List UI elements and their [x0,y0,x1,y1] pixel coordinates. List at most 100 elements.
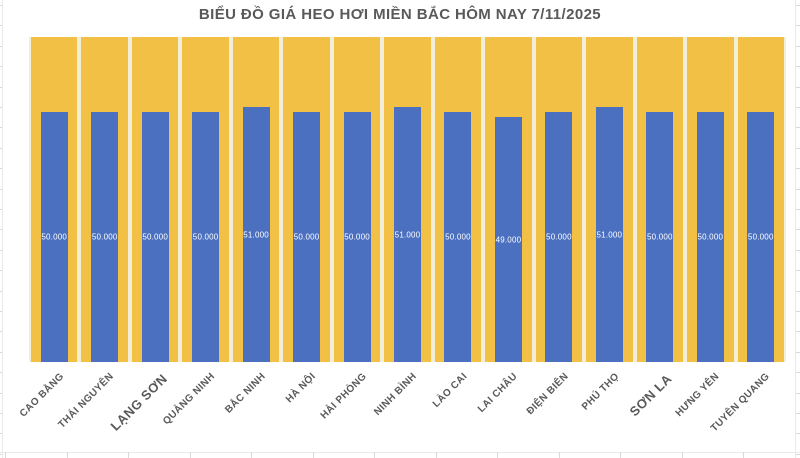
price-bar[interactable]: 50.000 [91,112,119,362]
price-bar[interactable]: 50.000 [545,112,573,362]
spreadsheet-gridline-tick [0,453,2,455]
spreadsheet-gridline-tick [497,452,498,458]
bar-value-label: 50.000 [546,232,572,242]
spreadsheet-gridline-tick [743,452,744,458]
spreadsheet-gridline-tick [0,392,2,394]
spreadsheet-gridline-tick [796,107,800,108]
spreadsheet-gridline-tick [796,351,800,353]
price-bar[interactable]: 50.000 [141,112,169,362]
spreadsheet-gridline-tick [0,331,2,333]
bar-value-label: 51.000 [596,230,623,239]
spreadsheet-gridline-tick [0,25,2,27]
spreadsheet-gridline-tick [796,413,800,414]
spreadsheet-gridline-tick [66,452,68,458]
spreadsheet-gridline-tick [0,229,2,231]
plot-area[interactable]: 50.000 50.000 50.000 50.000 51.000 50.000 50.0… [29,37,786,362]
price-bar[interactable]: 51.000 [242,107,270,362]
spreadsheet-gridline-tick [796,45,800,47]
spreadsheet-gridline-tick [796,188,800,190]
spreadsheet-gridline-tick [0,127,2,129]
bar-value-label: 50.000 [41,232,68,242]
spreadsheet-gridline-tick [796,290,800,292]
bar-value-label: 50.000 [344,232,370,242]
spreadsheet-gridline-tick [0,433,2,435]
category-label: NINH BÌNH [372,371,420,418]
category-label: SƠN LA [626,371,675,420]
chart-title: BIỂU ĐỒ GIÁ HEO HƠI MIỀN BẮC HÔM NAY 7/1… [198,6,602,23]
spreadsheet-gridline-tick [189,452,191,458]
spreadsheet-gridline-tick [796,209,800,210]
price-bar[interactable]: 50.000 [192,112,220,362]
spreadsheet-gridline-tick [0,66,2,68]
spreadsheet-gridline-tick [796,249,800,251]
spreadsheet-gridline-tick [681,452,683,458]
spreadsheet-gridline-tick [796,331,800,333]
bar-value-label: 50.000 [142,232,168,242]
spreadsheet-gridline-tick [0,86,2,88]
spreadsheet-gridline-tick [435,452,437,458]
price-bar[interactable]: 50.000 [696,112,724,362]
price-bar[interactable]: 50.000 [40,112,68,362]
spreadsheet-gridline-tick [0,188,2,190]
spreadsheet-gridline-tick [0,413,2,414]
category-label: HƯNG YÊN [674,371,723,420]
spreadsheet-gridline-tick [620,452,621,458]
price-bar[interactable]: 51.000 [595,107,623,362]
spreadsheet-gridline-tick [0,249,2,251]
price-bar[interactable]: 49.000 [494,117,522,362]
spreadsheet-gridline-tick [796,168,800,170]
spreadsheet-gridline-tick [796,311,800,312]
spreadsheet-gridline-tick [796,270,800,272]
bar-value-label: 50.000 [91,232,118,242]
bar-value-label: 50.000 [445,232,471,242]
spreadsheet-gridline-tick [0,351,2,353]
bar-value-label: 50.000 [293,232,320,242]
spreadsheet-gridline-tick [374,452,375,458]
spreadsheet-gridline-tick [796,453,800,455]
category-label: BẮC NINH [223,371,268,416]
category-label: HÀ NỘI [284,371,319,406]
bar-value-label: 51.000 [394,230,421,239]
spreadsheet-gridline-tick [558,452,560,458]
price-bar[interactable]: 51.000 [394,107,421,362]
bar-value-label: 50.000 [697,232,724,242]
spreadsheet-gridline-tick [796,86,800,88]
spreadsheet-gridline-tick [0,107,2,108]
category-label: ĐIỆN BIÊN [524,371,571,418]
price-bar[interactable]: 50.000 [747,112,775,362]
spreadsheet-gridline-tick [0,209,2,210]
spreadsheet-gridline-bottom [0,452,800,453]
spreadsheet-gridline-tick [796,372,800,374]
price-bar[interactable]: 50.000 [444,112,472,362]
category-label: CAO BẰNG [17,371,67,420]
spreadsheet-gridline-tick [0,168,2,170]
category-label: HẢI PHÒNG [318,371,369,422]
price-bar[interactable]: 50.000 [343,112,371,362]
category-label: PHÚ THỌ [579,371,622,413]
spreadsheet-gridline-tick [0,270,2,272]
category-label: QUẢNG NINH [161,371,218,428]
spreadsheet-gridline-tick [796,5,800,6]
bar-value-label: 51.000 [243,230,269,239]
spreadsheet-gridline-tick [796,147,800,149]
category-label: LÀO CAI [430,371,470,410]
bar-value-label: 49.000 [495,235,522,244]
spreadsheet-gridline-tick [0,45,2,47]
spreadsheet-gridline-tick [312,452,314,458]
spreadsheet-gridline-tick [0,290,2,292]
spreadsheet-gridline-tick [796,433,800,435]
spreadsheet-gridline-tick [128,452,129,458]
spreadsheet-gridline-tick [796,127,800,129]
bar-value-label: 50.000 [192,232,219,242]
price-bar[interactable]: 50.000 [293,112,321,362]
bar-value-label: 50.000 [646,232,673,242]
spreadsheet-gridline-tick [796,392,800,394]
spreadsheet-gridline-tick [796,229,800,231]
spreadsheet-gridline-tick [5,452,6,458]
spreadsheet-gridline-right [795,0,796,458]
spreadsheet-gridline-tick [0,311,2,312]
spreadsheet-gridline-tick [796,66,800,68]
spreadsheet-gridline-tick [0,5,2,6]
price-bar[interactable]: 50.000 [646,112,674,362]
